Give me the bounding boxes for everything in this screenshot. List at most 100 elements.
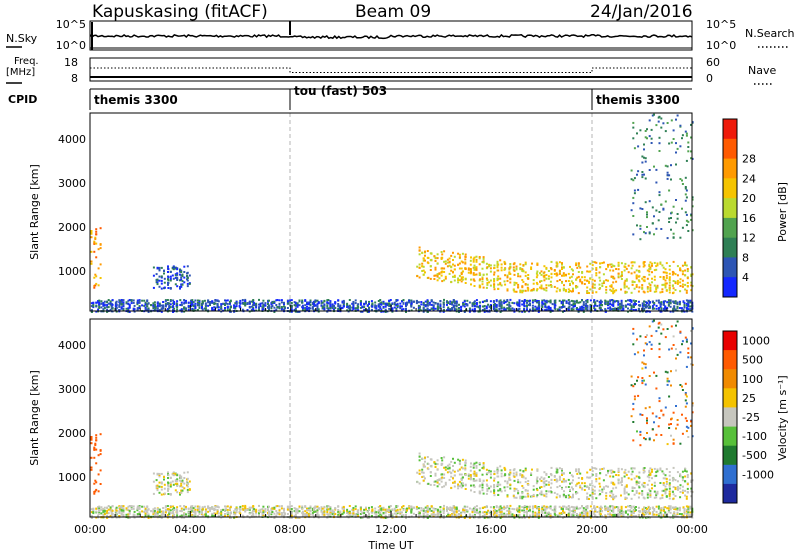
power-data-point bbox=[637, 290, 640, 293]
power-data-point bbox=[429, 277, 432, 280]
power-data-point bbox=[509, 281, 512, 284]
velocity-data-point bbox=[239, 508, 242, 511]
velocity-data-point bbox=[638, 481, 641, 484]
velocity-data-point bbox=[569, 488, 571, 491]
power-data-point bbox=[191, 304, 194, 307]
power-data-point bbox=[659, 276, 662, 278]
power-data-point bbox=[495, 300, 498, 303]
power-data-point bbox=[316, 303, 319, 306]
velocity-data-point bbox=[452, 469, 454, 472]
power-data-point bbox=[646, 128, 648, 131]
velocity-data-point bbox=[107, 508, 110, 511]
velocity-data-point bbox=[90, 437, 93, 440]
power-data-point bbox=[192, 305, 195, 308]
power-data-point bbox=[519, 267, 522, 270]
velocity-data-point bbox=[506, 481, 509, 484]
power-data-point bbox=[508, 301, 511, 304]
power-data-point bbox=[532, 287, 535, 290]
power-data-point bbox=[674, 300, 677, 303]
power-data-point bbox=[509, 298, 512, 301]
power-data-point bbox=[176, 276, 179, 279]
velocity-data-point bbox=[128, 512, 131, 515]
power-data-point bbox=[540, 280, 543, 282]
power-data-point bbox=[691, 310, 694, 313]
power-data-point bbox=[485, 305, 488, 308]
power-data-point bbox=[430, 259, 433, 262]
velocity-data-point bbox=[453, 461, 456, 464]
velocity-data-point bbox=[457, 487, 460, 490]
velocity-data-point bbox=[93, 492, 96, 495]
power-data-point bbox=[644, 201, 647, 204]
power-data-point bbox=[446, 303, 448, 306]
power-data-point bbox=[676, 217, 679, 220]
power-data-point bbox=[118, 304, 121, 307]
power-data-point bbox=[609, 299, 612, 302]
power-data-point bbox=[188, 282, 191, 285]
velocity-data-point bbox=[655, 496, 658, 499]
velocity-data-point bbox=[558, 485, 561, 487]
velocity-data-point bbox=[478, 485, 481, 488]
velocity-data-point bbox=[304, 514, 307, 517]
power-data-point bbox=[558, 270, 561, 273]
velocity-data-point bbox=[638, 471, 641, 474]
power-data-point bbox=[191, 308, 194, 310]
power-data-point bbox=[685, 289, 688, 292]
velocity-data-point bbox=[107, 512, 110, 515]
power-data-point bbox=[130, 302, 133, 305]
power-data-point bbox=[613, 277, 616, 280]
power-data-point bbox=[687, 299, 690, 302]
velocity-data-point bbox=[545, 495, 548, 498]
power-data-point bbox=[599, 266, 602, 269]
power-data-point bbox=[498, 300, 501, 303]
velocity-data-point bbox=[549, 486, 552, 489]
velocity-data-point bbox=[127, 516, 130, 519]
power-data-point bbox=[446, 261, 449, 264]
power-data-point bbox=[665, 274, 668, 277]
power-data-point bbox=[540, 286, 543, 289]
power-data-point bbox=[653, 269, 656, 272]
velocity-data-point bbox=[493, 470, 496, 473]
power-data-point bbox=[469, 259, 472, 262]
velocity-data-point bbox=[160, 510, 163, 513]
power-data-point bbox=[296, 304, 299, 306]
power-data-point bbox=[529, 308, 531, 311]
power-data-point bbox=[99, 243, 102, 246]
power-data-point bbox=[434, 268, 437, 271]
velocity-data-point bbox=[681, 489, 684, 492]
velocity-data-point bbox=[388, 513, 391, 516]
velocity-data-point bbox=[550, 474, 553, 477]
power-data-point bbox=[103, 304, 106, 307]
velocity-data-point bbox=[563, 490, 565, 493]
power-data-point bbox=[156, 281, 159, 284]
velocity-data-point bbox=[509, 487, 512, 490]
power-data-point bbox=[377, 300, 380, 302]
velocity-data-point bbox=[617, 478, 620, 481]
power-data-point bbox=[173, 301, 176, 303]
power-data-point bbox=[464, 258, 467, 261]
power-data-point bbox=[164, 299, 167, 302]
velocity-data-point bbox=[430, 465, 433, 468]
power-data-point bbox=[485, 300, 488, 303]
velocity-data-point bbox=[250, 511, 253, 514]
power-data-point bbox=[347, 306, 350, 309]
velocity-data-point bbox=[583, 482, 586, 485]
power-data-point bbox=[465, 303, 468, 305]
power-data-point bbox=[562, 289, 565, 292]
power-data-point bbox=[313, 300, 316, 303]
velocity-data-point bbox=[576, 472, 579, 475]
velocity-data-point bbox=[158, 511, 161, 514]
power-data-point bbox=[630, 306, 633, 309]
velocity-data-point bbox=[641, 492, 644, 495]
power-data-point bbox=[627, 307, 629, 310]
velocity-data-point bbox=[536, 476, 539, 479]
power-data-point bbox=[421, 270, 424, 272]
power-data-point bbox=[252, 299, 255, 301]
power-data-point bbox=[609, 263, 612, 266]
power-data-point bbox=[183, 265, 186, 268]
power-data-point bbox=[506, 274, 509, 277]
power-data-point bbox=[176, 303, 179, 306]
velocity-data-point bbox=[316, 505, 319, 508]
velocity-data-point bbox=[273, 508, 276, 510]
power-data-point bbox=[258, 309, 260, 311]
power-data-point bbox=[289, 299, 292, 302]
